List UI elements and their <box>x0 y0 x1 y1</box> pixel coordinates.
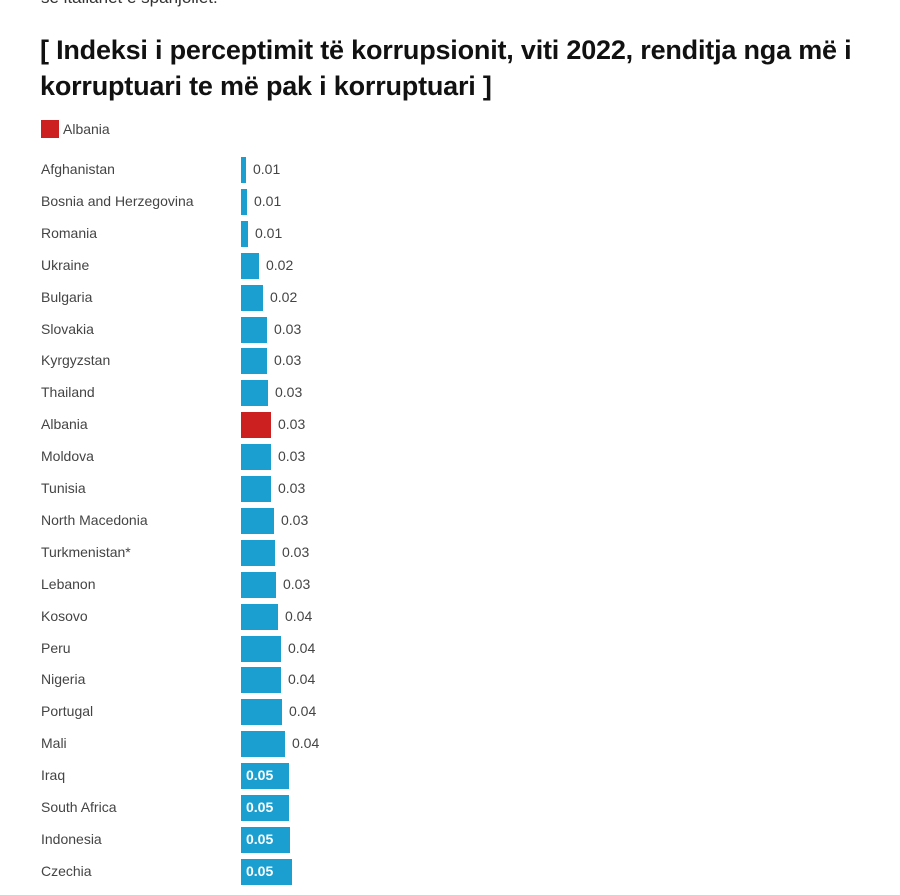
value-label: 0.03 <box>278 448 306 465</box>
category-label: Bosnia and Herzegovina <box>41 192 194 209</box>
bar-row: Slovakia 0.03 <box>0 315 900 345</box>
value-label: 0.02 <box>266 256 294 273</box>
value-label: 0.04 <box>289 703 317 720</box>
value-label: 0.04 <box>288 639 316 656</box>
bar <box>241 252 259 279</box>
category-label: Afghanistan <box>41 161 115 177</box>
value-label: 0.02 <box>270 288 298 305</box>
bar-row: Afghanistan 0.01 <box>0 155 900 185</box>
category-label: Moldova <box>41 448 94 465</box>
bar <box>241 380 268 407</box>
category-label: Kosovo <box>41 607 88 624</box>
bar <box>241 476 271 502</box>
category-label: Tunisia <box>41 480 86 496</box>
bar-row: Kosovo 0.04 <box>0 602 900 632</box>
bar <box>241 571 276 598</box>
category-label: Romania <box>41 224 98 241</box>
value-label: 0.05 <box>246 830 274 847</box>
category-label: Czechia <box>41 862 92 879</box>
bar-row: Iraq 0.05 <box>0 761 900 791</box>
value-label: 0.01 <box>255 224 283 241</box>
bar-row: Turkmenistan* 0.03 <box>0 538 900 568</box>
category-label: Ukraine <box>41 256 90 273</box>
bar <box>241 699 282 726</box>
category-label: South Africa <box>41 799 117 815</box>
bar <box>241 667 281 694</box>
bar-row: South Africa 0.05 <box>0 793 900 823</box>
category-label: North Macedonia <box>41 511 148 528</box>
bar <box>241 444 271 471</box>
bar <box>241 284 263 311</box>
category-label: Portugal <box>41 703 94 720</box>
category-label: Peru <box>41 639 71 656</box>
bar <box>241 603 278 630</box>
bar-row: Tunisia 0.03 <box>0 474 900 504</box>
bar-row: Bulgaria 0.02 <box>0 283 900 313</box>
bar <box>241 731 285 758</box>
bar <box>241 539 275 566</box>
value-label: 0.01 <box>254 192 282 209</box>
value-label: 0.03 <box>283 575 311 592</box>
category-label: Lebanon <box>41 575 96 592</box>
bar <box>241 858 292 885</box>
value-label: 0.01 <box>253 161 281 177</box>
value-label: 0.03 <box>274 352 302 369</box>
value-label: 0.05 <box>246 767 274 784</box>
value-label: 0.04 <box>285 607 313 624</box>
legend: Albania <box>41 120 110 138</box>
bar-row: Kyrgyzstan 0.03 <box>0 346 900 376</box>
category-label: Mali <box>41 735 67 752</box>
chart-title: [ Indeksi i perceptimit të korrupsionit,… <box>40 35 852 101</box>
bar <box>241 412 271 439</box>
legend-label-albania: Albania <box>63 121 110 137</box>
category-label: Nigeria <box>41 671 86 688</box>
value-label: 0.05 <box>246 799 274 815</box>
bar-row: Nigeria 0.04 <box>0 665 900 695</box>
category-label: Kyrgyzstan <box>41 352 111 369</box>
category-label: Iraq <box>41 767 66 784</box>
category-label: Thailand <box>41 384 95 401</box>
bar-row: Moldova 0.03 <box>0 442 900 472</box>
bar-row: Albania 0.03 <box>0 410 900 440</box>
value-label: 0.03 <box>274 320 302 337</box>
bar <box>241 507 274 534</box>
bar <box>241 635 281 662</box>
category-label: Turkmenistan* <box>41 543 131 560</box>
bar <box>241 826 290 853</box>
bar-row: Bosnia and Herzegovina 0.01 <box>0 187 900 217</box>
value-label: 0.03 <box>282 543 310 560</box>
bar-row: Ukraine 0.02 <box>0 251 900 281</box>
value-label: 0.03 <box>278 480 306 496</box>
bar-row: Portugal 0.04 <box>0 697 900 727</box>
bar <box>241 348 267 375</box>
bar-row: Czechia 0.05 <box>0 857 900 887</box>
bar-row: Lebanon 0.03 <box>0 570 900 600</box>
bar-row: Mali 0.04 <box>0 729 900 759</box>
value-label: 0.03 <box>278 416 306 433</box>
bar <box>241 157 246 183</box>
bar <box>241 220 248 247</box>
intro-text: së italianët e spanjollët. <box>41 0 218 8</box>
value-label: 0.03 <box>281 511 309 528</box>
category-label: Bulgaria <box>41 288 93 305</box>
bar <box>241 795 289 821</box>
value-label: 0.05 <box>246 862 274 879</box>
bar <box>241 316 267 343</box>
value-label: 0.04 <box>288 671 316 688</box>
bar-row: North Macedonia 0.03 <box>0 506 900 536</box>
bar-row: Romania 0.01 <box>0 219 900 249</box>
bar-row: Thailand 0.03 <box>0 378 900 408</box>
bar <box>241 763 289 790</box>
value-label: 0.03 <box>275 384 303 401</box>
category-label: Slovakia <box>41 320 94 337</box>
value-label: 0.04 <box>292 735 320 752</box>
bar <box>241 188 247 215</box>
bar-row: Indonesia 0.05 <box>0 825 900 855</box>
legend-swatch-albania <box>41 120 59 138</box>
bar-row: Peru 0.04 <box>0 634 900 664</box>
category-label: Indonesia <box>41 830 102 847</box>
category-label: Albania <box>41 416 88 433</box>
